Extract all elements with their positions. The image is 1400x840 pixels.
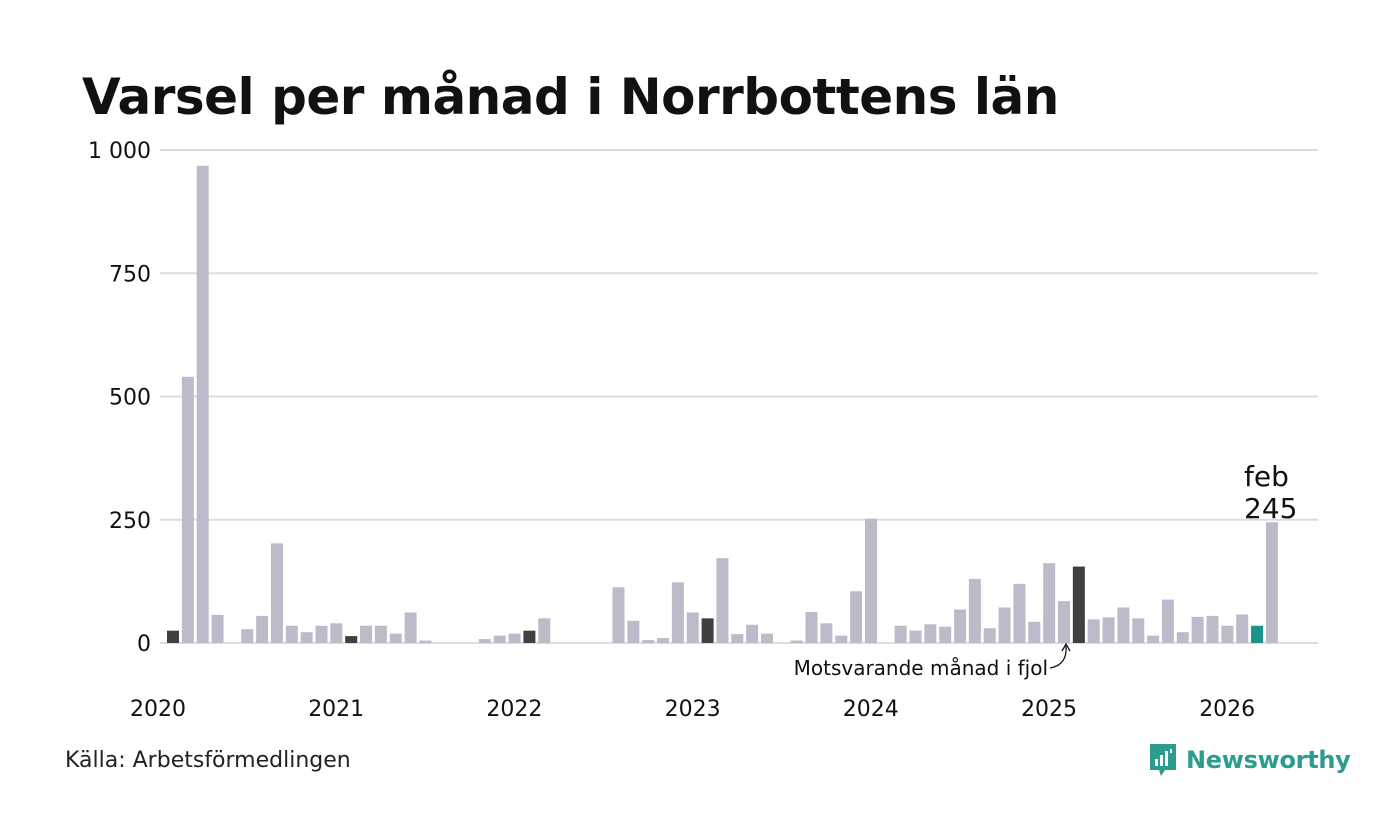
bar: [924, 624, 937, 643]
bar: [998, 607, 1011, 643]
bar-highlight-current-month: [1251, 625, 1264, 643]
x-tick-label: 2020: [130, 697, 186, 722]
bar: [983, 628, 996, 643]
bar: [1206, 615, 1219, 643]
bar: [894, 625, 907, 643]
bar-same-month-last-year: [345, 636, 358, 643]
bar: [1147, 635, 1160, 643]
bar: [835, 635, 848, 643]
x-tick-label: 2024: [843, 697, 899, 722]
annotation-text: Motsvarande månad i fjol: [794, 656, 1048, 680]
bar: [1161, 599, 1174, 643]
x-axis-ticks: 2020 2021 2022 2023 2024 2025 2026: [130, 697, 1255, 722]
bar: [864, 518, 877, 643]
bar: [270, 543, 283, 643]
highlight-month-label: feb: [1244, 460, 1289, 493]
bar: [330, 623, 343, 643]
bar: [360, 625, 373, 643]
bar: [1265, 522, 1278, 643]
bar: [1013, 583, 1026, 643]
bar: [241, 629, 254, 643]
bar: [731, 634, 744, 643]
bar: [790, 640, 803, 643]
bar: [1191, 616, 1204, 643]
bar: [642, 640, 655, 643]
bar: [211, 614, 224, 643]
bar: [671, 582, 684, 643]
gridlines: [160, 149, 1318, 644]
bar-same-month-last-year: [167, 630, 179, 643]
highlight-value-label: 245: [1244, 492, 1297, 525]
bar: [1236, 614, 1249, 643]
bar: [493, 635, 506, 643]
chart-title: Varsel per månad i Norrbottens län: [82, 68, 1059, 126]
bar: [716, 558, 729, 643]
bar: [939, 626, 952, 643]
bar: [761, 633, 773, 643]
bar: [256, 615, 269, 643]
y-tick-label: 500: [109, 386, 151, 411]
bar: [1221, 625, 1234, 643]
bar: [850, 591, 863, 643]
bar: [478, 639, 491, 643]
bar: [300, 632, 313, 643]
y-tick-label: 1 000: [88, 139, 151, 164]
bar: [508, 633, 521, 643]
bar: [196, 165, 209, 643]
x-tick-label: 2026: [1199, 697, 1255, 722]
bar: [181, 376, 194, 643]
bar: [1043, 563, 1056, 643]
bar: [538, 618, 551, 643]
bar: [968, 578, 981, 643]
bar-same-month-last-year: [701, 618, 714, 643]
x-tick-label: 2025: [1021, 697, 1077, 722]
bar: [315, 625, 328, 643]
same-month-annotation: Motsvarande månad i fjol: [794, 642, 1071, 680]
bar: [1028, 621, 1041, 643]
bar-chart: 0 250 500 750 1 000 2020 2021 2022 2023 2024 2025…: [88, 139, 1318, 722]
bar: [746, 624, 759, 643]
bar: [404, 612, 417, 643]
bar: [1117, 607, 1130, 643]
bar: [820, 623, 833, 643]
highlight-label: feb 245: [1244, 460, 1297, 525]
bar: [285, 625, 298, 643]
bar: [1087, 619, 1100, 643]
brand-logo: Newsworthy: [1148, 742, 1351, 778]
x-tick-label: 2021: [308, 697, 364, 722]
y-tick-label: 250: [109, 509, 151, 534]
bar: [419, 640, 432, 643]
y-tick-label: 750: [109, 262, 151, 287]
bars: [167, 165, 1278, 643]
bar: [1102, 617, 1115, 643]
bar: [627, 620, 640, 643]
bar: [389, 633, 402, 643]
bar-same-month-last-year: [523, 630, 536, 643]
bar: [612, 587, 625, 643]
brand-name: Newsworthy: [1186, 746, 1351, 774]
bar: [686, 612, 699, 643]
x-tick-label: 2022: [486, 697, 542, 722]
bar: [1058, 601, 1070, 643]
newsworthy-logo-icon: [1150, 744, 1176, 776]
annotation-arrow: [1049, 645, 1067, 669]
source-note: Källa: Arbetsförmedlingen: [65, 748, 351, 773]
y-tick-label: 0: [137, 632, 151, 657]
bar: [657, 638, 670, 643]
bar: [374, 625, 387, 643]
y-axis-ticks: 0 250 500 750 1 000: [88, 139, 151, 657]
bar: [909, 630, 922, 643]
bar: [954, 609, 967, 643]
bar: [1132, 618, 1145, 643]
annotation-arrowhead: [1061, 642, 1071, 652]
bar: [1176, 632, 1189, 643]
bar: [805, 611, 818, 643]
bar-same-month-last-year: [1072, 566, 1085, 643]
x-tick-label: 2023: [665, 697, 721, 722]
